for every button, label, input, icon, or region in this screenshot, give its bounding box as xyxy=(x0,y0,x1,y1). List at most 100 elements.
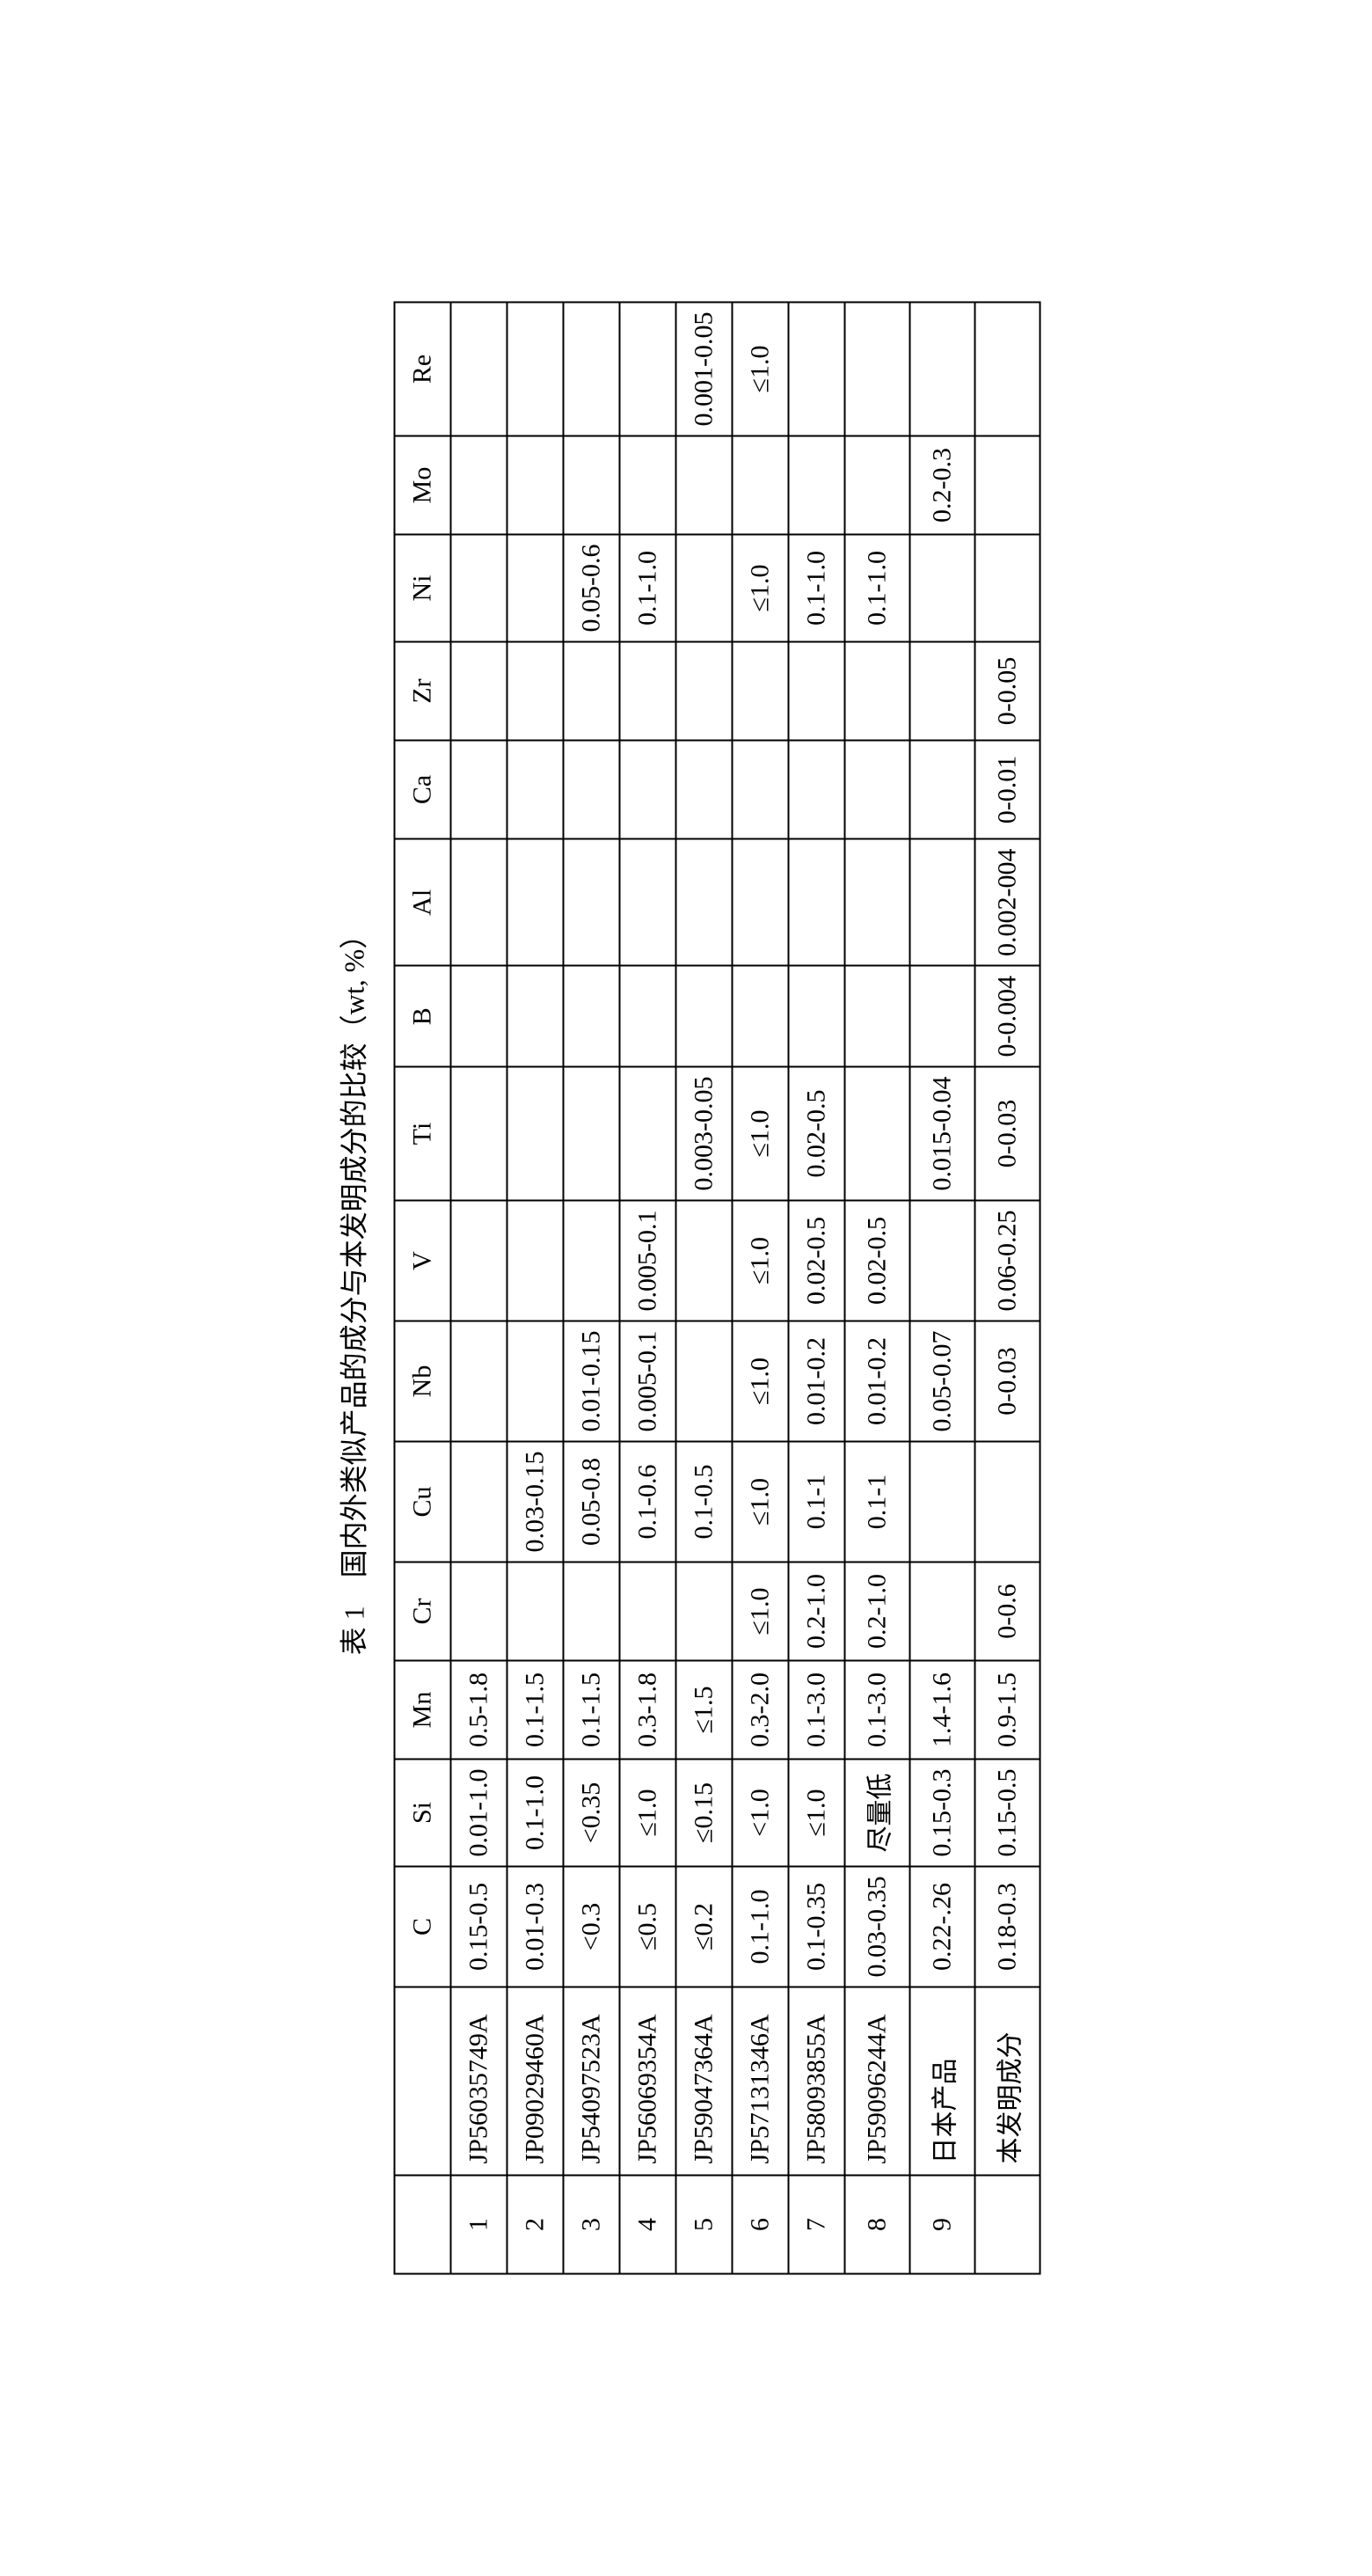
col-header-idx xyxy=(394,2176,450,2274)
cell-Cr xyxy=(563,1562,619,1661)
cell-Mn: 0.1-3.0 xyxy=(788,1661,844,1760)
col-header-V: V xyxy=(394,1201,450,1321)
col-header-Ca: Ca xyxy=(394,741,450,839)
row-name: JP59096244A xyxy=(844,1987,909,2176)
cell-B xyxy=(844,966,909,1067)
row-name: 日本产品 xyxy=(909,1987,974,2176)
col-header-name xyxy=(394,1987,450,2176)
cell-Cr xyxy=(909,1562,974,1661)
cell-Ti xyxy=(563,1067,619,1201)
cell-C: ≤0.5 xyxy=(619,1867,675,1987)
cell-Mo xyxy=(563,436,619,535)
cell-B xyxy=(450,966,507,1067)
cell-V xyxy=(450,1201,507,1321)
cell-Zr xyxy=(507,642,563,741)
cell-Nb xyxy=(450,1321,507,1442)
cell-Al xyxy=(844,839,909,967)
table-row: 5JP59047364A≤0.2≤0.15≤1.50.1-0.50.003-0.… xyxy=(675,303,732,2274)
cell-Mo xyxy=(619,436,675,535)
cell-Cr: 0-0.6 xyxy=(974,1562,1040,1661)
cell-Re xyxy=(619,303,675,436)
cell-Cu xyxy=(974,1442,1040,1562)
cell-Cu xyxy=(450,1442,507,1562)
cell-Ni xyxy=(507,535,563,642)
cell-Nb xyxy=(507,1321,563,1442)
cell-Ti xyxy=(507,1067,563,1201)
cell-Re xyxy=(909,303,974,436)
cell-B xyxy=(675,966,732,1067)
cell-V xyxy=(563,1201,619,1321)
cell-Al xyxy=(563,839,619,967)
cell-Mn: 0.1-1.5 xyxy=(563,1661,619,1760)
row-name: JP58093855A xyxy=(788,1987,844,2176)
cell-Ti: 0-0.03 xyxy=(974,1067,1040,1201)
cell-Al xyxy=(675,839,732,967)
cell-C: 0.22-.26 xyxy=(909,1867,974,1987)
cell-Ca xyxy=(788,741,844,839)
cell-Ca xyxy=(732,741,788,839)
cell-Ni: 0.05-0.6 xyxy=(563,535,619,642)
cell-Ni: 0.1-1.0 xyxy=(844,535,909,642)
cell-Cr xyxy=(507,1562,563,1661)
cell-Si: ≤0.15 xyxy=(675,1760,732,1867)
cell-Al xyxy=(732,839,788,967)
cell-Nb: ≤1.0 xyxy=(732,1321,788,1442)
cell-Ti: ≤1.0 xyxy=(732,1067,788,1201)
col-header-Ni: Ni xyxy=(394,535,450,642)
cell-Zr xyxy=(844,642,909,741)
cell-Re: ≤1.0 xyxy=(732,303,788,436)
cell-Si: 0.01-1.0 xyxy=(450,1760,507,1867)
cell-Mo xyxy=(450,436,507,535)
cell-Si: 尽量低 xyxy=(844,1760,909,1867)
cell-Si: ≤1.0 xyxy=(619,1760,675,1867)
cell-B xyxy=(732,966,788,1067)
cell-Ti: 0.015-0.04 xyxy=(909,1067,974,1201)
cell-V: ≤1.0 xyxy=(732,1201,788,1321)
cell-Si: <1.0 xyxy=(732,1760,788,1867)
cell-Re xyxy=(788,303,844,436)
row-index: 8 xyxy=(844,2176,909,2274)
cell-Si: ≤1.0 xyxy=(788,1760,844,1867)
row-index: 5 xyxy=(675,2176,732,2274)
table-row: 7JP58093855A0.1-0.35≤1.00.1-3.00.2-1.00.… xyxy=(788,303,844,2274)
cell-C: 0.1-0.35 xyxy=(788,1867,844,1987)
cell-Mn: 0.1-1.5 xyxy=(507,1661,563,1760)
cell-Cr: 0.2-1.0 xyxy=(788,1562,844,1661)
cell-Re xyxy=(974,303,1040,436)
cell-Ni xyxy=(974,535,1040,642)
cell-Ni xyxy=(909,535,974,642)
cell-B xyxy=(619,966,675,1067)
cell-Ca xyxy=(844,741,909,839)
cell-Zr xyxy=(675,642,732,741)
table-row: 1JP56035749A0.15-0.50.01-1.00.5-1.8 xyxy=(450,303,507,2274)
row-index: 3 xyxy=(563,2176,619,2274)
table-row: 9日本产品0.22-.260.15-0.31.4-1.60.05-0.070.0… xyxy=(909,303,974,2274)
cell-Nb: 0.01-0.2 xyxy=(844,1321,909,1442)
cell-Ni: 0.1-1.0 xyxy=(788,535,844,642)
cell-C: <0.3 xyxy=(563,1867,619,1987)
col-header-Cr: Cr xyxy=(394,1562,450,1661)
row-index: 7 xyxy=(788,2176,844,2274)
cell-Mn: 0.1-3.0 xyxy=(844,1661,909,1760)
cell-Mo xyxy=(788,436,844,535)
row-index: 2 xyxy=(507,2176,563,2274)
cell-Ca xyxy=(619,741,675,839)
cell-Cu: 0.1-1 xyxy=(788,1442,844,1562)
row-name: JP54097523A xyxy=(563,1987,619,2176)
cell-B xyxy=(507,966,563,1067)
cell-Nb: 0.05-0.07 xyxy=(909,1321,974,1442)
cell-Mo xyxy=(507,436,563,535)
cell-C: 0.1-1.0 xyxy=(732,1867,788,1987)
cell-Mo: 0.2-0.3 xyxy=(909,436,974,535)
cell-V: 0.02-0.5 xyxy=(788,1201,844,1321)
cell-Cr: ≤1.0 xyxy=(732,1562,788,1661)
cell-Cu: 0.03-0.15 xyxy=(507,1442,563,1562)
row-index xyxy=(974,2176,1040,2274)
col-header-Mo: Mo xyxy=(394,436,450,535)
cell-B: 0-0.004 xyxy=(974,966,1040,1067)
cell-Zr xyxy=(788,642,844,741)
cell-C: ≤0.2 xyxy=(675,1867,732,1987)
table-row: 2JP09029460A0.01-0.30.1-1.00.1-1.50.03-0… xyxy=(507,303,563,2274)
header-row: C Si Mn Cr Cu Nb V Ti B Al Ca Zr Ni Mo R… xyxy=(394,303,450,2274)
table-row: 3JP54097523A<0.3<0.350.1-1.50.05-0.80.01… xyxy=(563,303,619,2274)
